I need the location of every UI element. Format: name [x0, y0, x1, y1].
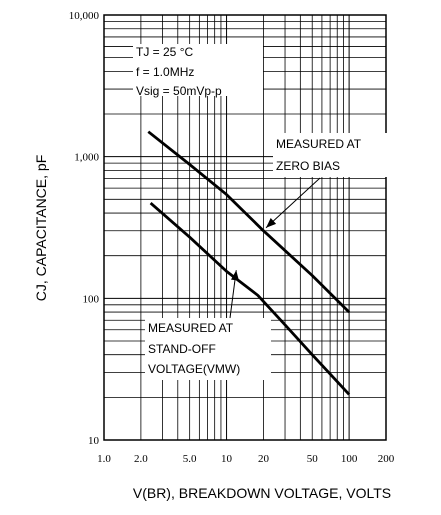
annotation-standoff-line-1: MEASURED AT	[148, 321, 234, 335]
annotation-zero-bias-line-1: MEASURED AT	[276, 137, 362, 151]
y-axis-label: CJ, CAPACITANCE, pF	[33, 155, 49, 302]
x-tick-label: 5.0	[183, 453, 197, 465]
x-tick-label: 50	[307, 453, 319, 465]
annotation-zero-bias-arrow	[265, 177, 321, 229]
x-tick-label: 10	[221, 453, 233, 465]
x-tick-label: 100	[341, 453, 358, 465]
series-line-1	[147, 130, 351, 314]
y-tick-labels: 10 100 1,000 10,000	[69, 10, 100, 447]
x-tick-labels: 1.0 2.0 5.0 10 20 50 100 200	[97, 453, 395, 465]
y-tick-label: 10	[88, 435, 100, 447]
series	[147, 130, 351, 396]
conditions-box: TJ = 25 °C f = 1.0MHz Vsig = 50mVp-p	[133, 44, 263, 98]
condition-signal: Vsig = 50mVp-p	[136, 84, 222, 98]
condition-temperature: TJ = 25 °C	[136, 45, 193, 59]
y-tick-label: 1,000	[74, 152, 99, 164]
annotation-zero-bias-arrowhead	[266, 218, 277, 228]
annotation-standoff-line-2: STAND-OFF	[148, 342, 216, 356]
plot-frame	[103, 14, 387, 441]
x-tick-label: 200	[378, 453, 395, 465]
y-tick-label: 10,000	[69, 10, 100, 22]
x-tick-label: 2.0	[134, 453, 148, 465]
condition-frequency: f = 1.0MHz	[136, 65, 194, 79]
annotation-standoff: MEASURED AT STAND-OFF VOLTAGE(VMW)	[145, 270, 271, 380]
annotation-zero-bias-line-2: ZERO BIAS	[276, 159, 340, 173]
y-tick-label: 100	[83, 293, 100, 305]
x-tick-label: 1.0	[97, 453, 111, 465]
x-tick-label: 20	[258, 453, 270, 465]
series-line-2	[149, 202, 351, 396]
x-axis-label: V(BR), BREAKDOWN VOLTAGE, VOLTS	[133, 485, 391, 501]
annotation-standoff-line-3: VOLTAGE(VMW)	[148, 362, 240, 376]
annotation-standoff-arrowhead	[230, 270, 239, 281]
annotation-zero-bias: MEASURED AT ZERO BIAS	[265, 133, 387, 229]
